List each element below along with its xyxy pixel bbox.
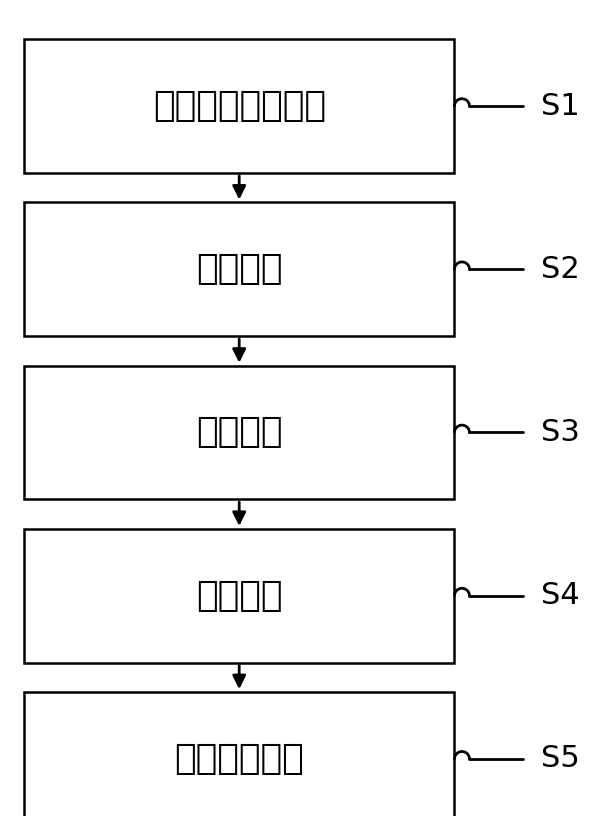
Bar: [24, 366, 454, 499]
Bar: [24, 692, 454, 816]
Text: S3: S3: [541, 418, 580, 447]
Text: S1: S1: [541, 91, 580, 121]
Text: 果汁果胶分离: 果汁果胶分离: [175, 742, 304, 776]
Bar: [24, 529, 454, 663]
Bar: [24, 202, 454, 336]
Text: S2: S2: [541, 255, 580, 284]
Text: S4: S4: [541, 581, 580, 610]
Text: 果浆压榨: 果浆压榨: [196, 579, 282, 613]
Text: 原料选择与预处理: 原料选择与预处理: [152, 89, 326, 123]
Text: S5: S5: [541, 744, 580, 774]
Text: 原料破碎: 原料破碎: [196, 252, 282, 286]
Bar: [24, 39, 454, 173]
Text: 果浆酶解: 果浆酶解: [196, 415, 282, 450]
